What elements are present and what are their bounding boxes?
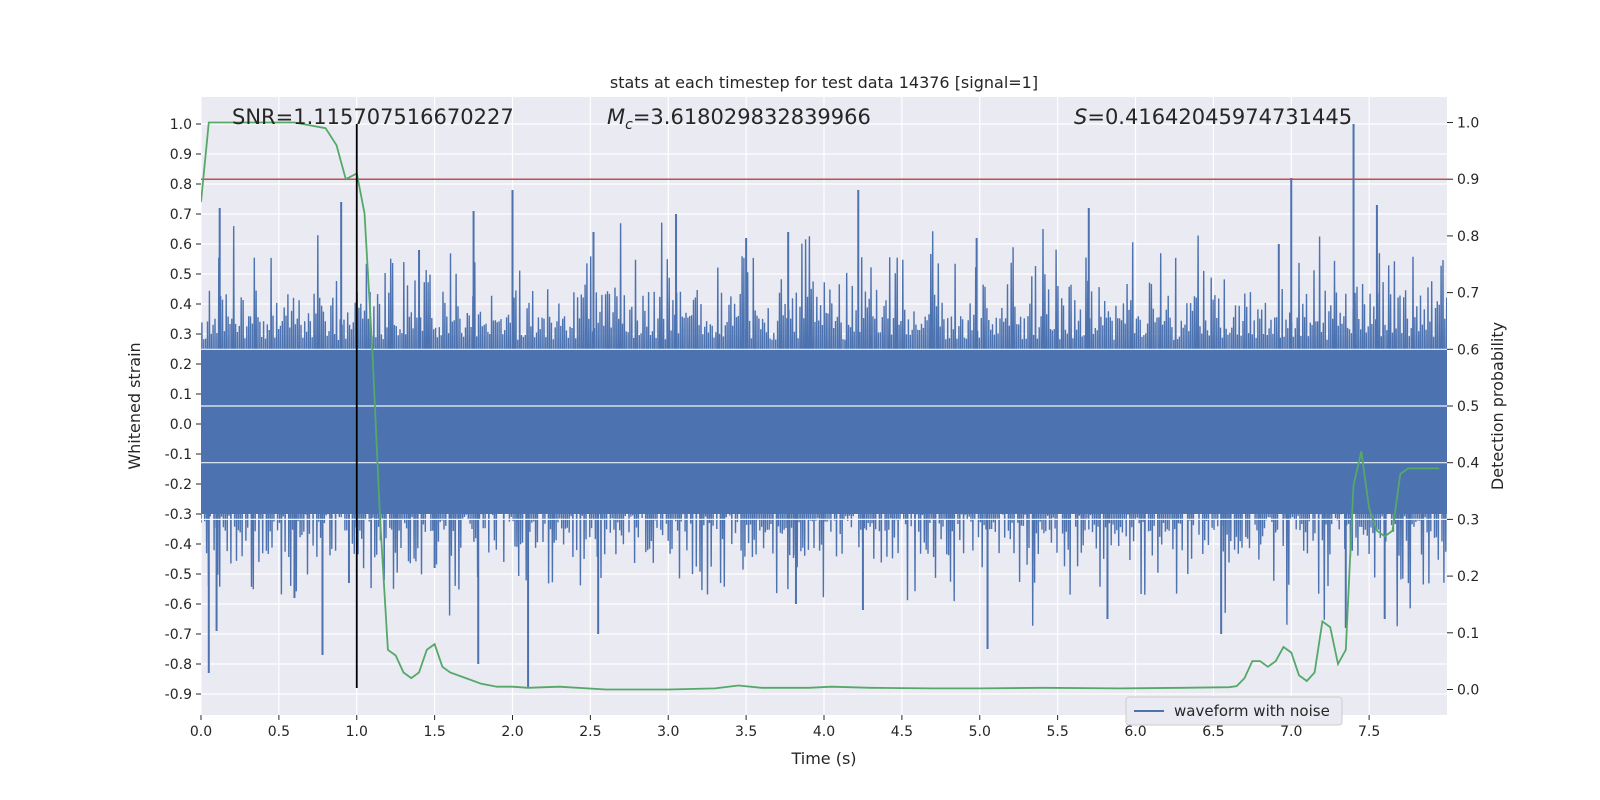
s-annotation: S=0.41642045974731445 bbox=[1074, 105, 1352, 129]
detection-probability-line bbox=[201, 121, 1440, 691]
y-tick-label: 0.3 bbox=[170, 327, 192, 343]
y-tick-label: -0.1 bbox=[165, 447, 192, 463]
x-tick-label: 3.0 bbox=[657, 724, 679, 740]
y-tick-label: 1.0 bbox=[170, 117, 192, 133]
chart-title: stats at each timestep for test data 143… bbox=[610, 73, 1038, 92]
x-tick-label: 6.0 bbox=[1124, 724, 1146, 740]
y2-tick-label: 0.4 bbox=[1457, 456, 1479, 472]
chirp-mass-annotation: Mc=3.618029832839966 bbox=[607, 105, 871, 133]
x-axis-label: Time (s) bbox=[790, 749, 856, 768]
y-tick-label: -0.9 bbox=[165, 687, 192, 703]
y-axis-label: Whitened strain bbox=[125, 342, 144, 469]
y-tick-label: 0.2 bbox=[170, 357, 192, 373]
y2-tick-label: 1.0 bbox=[1457, 116, 1479, 132]
y-tick-label: 0.6 bbox=[170, 237, 192, 253]
y2-tick-label: 0.0 bbox=[1457, 682, 1479, 698]
snr-annotation: SNR=1.115707516670227 bbox=[232, 105, 514, 129]
x-tick-label: 1.0 bbox=[346, 724, 368, 740]
x-tick-label: 2.0 bbox=[501, 724, 523, 740]
x-tick-label: 1.5 bbox=[423, 724, 445, 740]
y-tick-label: 0.0 bbox=[170, 417, 192, 433]
y2-tick-label: 0.3 bbox=[1457, 512, 1479, 528]
legend-box bbox=[1125, 696, 1343, 726]
x-tick-label: 0.5 bbox=[268, 724, 290, 740]
y-tick-label: 0.5 bbox=[170, 267, 192, 283]
legend: waveform with noise bbox=[1125, 696, 1343, 726]
y-tick-label: 0.1 bbox=[170, 387, 192, 403]
y-tick-label: 0.7 bbox=[170, 207, 192, 223]
chirp-mass-subscript: c bbox=[625, 117, 633, 133]
y-tick-label: -0.4 bbox=[165, 537, 192, 553]
y2-tick-label: 0.6 bbox=[1457, 342, 1479, 358]
y2-axis-label: Detection probability bbox=[1488, 322, 1507, 490]
x-tick-label: 0.0 bbox=[190, 724, 212, 740]
y-tick-label: 0.9 bbox=[170, 147, 192, 163]
y-tick-label: -0.7 bbox=[165, 627, 192, 643]
y-tick-label: -0.8 bbox=[165, 657, 192, 673]
x-axis: 0.0 0.5 1.0 1.5 2.0 2.5 3.0 3.5 4.0 4.5 5.0 5.5 6.0 6… bbox=[190, 715, 1380, 740]
y-tick-label: -0.2 bbox=[165, 477, 192, 493]
y-axis-right: 1.0 0.9 0.8 0.7 0.6 0.5 0.4 0.3 0.2 0.1 0.0 bbox=[1447, 116, 1479, 698]
waveform-core-band bbox=[201, 349, 1447, 514]
y2-tick-label: 0.1 bbox=[1457, 626, 1479, 642]
x-tick-label: 5.0 bbox=[969, 724, 991, 740]
y-tick-label: -0.3 bbox=[165, 507, 192, 523]
x-tick-label: 4.5 bbox=[891, 724, 913, 740]
s-symbol: S bbox=[1074, 105, 1087, 129]
x-tick-label: 3.5 bbox=[735, 724, 757, 740]
chirp-mass-symbol: M bbox=[607, 105, 625, 129]
y2-tick-label: 0.9 bbox=[1457, 172, 1479, 188]
y-tick-label: -0.6 bbox=[165, 597, 192, 613]
x-tick-label: 5.5 bbox=[1046, 724, 1068, 740]
y2-tick-label: 0.5 bbox=[1457, 399, 1479, 415]
y-axis-left: 1.0 0.9 0.8 0.7 0.6 0.5 0.4 0.3 0.2 0.1 0.0 -0.1 -0.… bbox=[165, 117, 201, 703]
y2-tick-label: 0.7 bbox=[1457, 286, 1479, 302]
y-tick-label: 0.4 bbox=[170, 297, 192, 313]
x-tick-label: 7.5 bbox=[1358, 724, 1380, 740]
y-tick-label: -0.5 bbox=[165, 567, 192, 583]
y2-tick-label: 0.2 bbox=[1457, 569, 1479, 585]
y2-tick-label: 0.8 bbox=[1457, 229, 1479, 245]
x-tick-label: 7.0 bbox=[1280, 724, 1302, 740]
x-tick-label: 4.0 bbox=[813, 724, 835, 740]
legend-label-waveform: waveform with noise bbox=[1174, 702, 1330, 720]
s-value: =0.41642045974731445 bbox=[1087, 105, 1352, 129]
y-tick-label: 0.8 bbox=[170, 177, 192, 193]
chirp-mass-value: =3.618029832839966 bbox=[633, 105, 871, 129]
x-tick-label: 2.5 bbox=[579, 724, 601, 740]
waveform-series bbox=[201, 124, 1447, 688]
x-tick-label: 6.5 bbox=[1202, 724, 1224, 740]
